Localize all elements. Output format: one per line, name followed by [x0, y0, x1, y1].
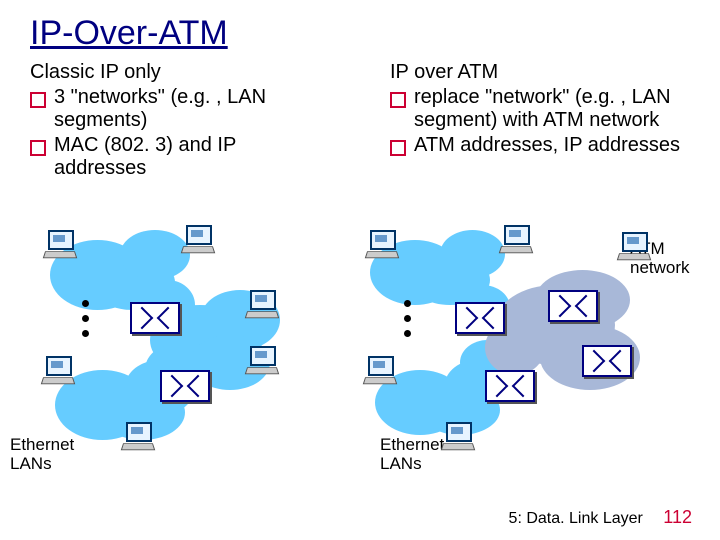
- switch-icon: [548, 290, 598, 322]
- right-heading: IP over ATM: [390, 61, 690, 84]
- pc-icon: [42, 356, 72, 384]
- pc-icon: [246, 346, 276, 374]
- switch-icon: [582, 345, 632, 377]
- bullet-icon: [30, 140, 46, 156]
- diagrams: Ethernet LANs: [30, 250, 690, 490]
- pc-icon: [182, 225, 212, 253]
- pc-icon: [366, 230, 396, 258]
- right-bullet-1: ATM addresses, IP addresses: [390, 134, 690, 157]
- ellipsis-icon: [82, 300, 89, 337]
- right-bullet-0: replace "network" (e.g. , LAN segment) w…: [390, 86, 690, 132]
- pc-icon: [122, 422, 152, 450]
- switch-icon: [455, 302, 505, 334]
- pc-icon: [442, 422, 472, 450]
- pc-icon: [500, 225, 530, 253]
- left-bullet-1: MAC (802. 3) and IP addresses: [30, 134, 330, 180]
- ellipsis-icon: [404, 300, 411, 337]
- footer-chapter: 5: Data. Link Layer: [509, 510, 643, 527]
- bullet-text: MAC (802. 3) and IP addresses: [54, 134, 330, 180]
- footer-page: 112: [663, 507, 692, 527]
- bullet-icon: [390, 140, 406, 156]
- bullet-icon: [390, 92, 406, 108]
- left-column: Classic IP only 3 "networks" (e.g. , LAN…: [30, 61, 330, 182]
- right-column: IP over ATM replace "network" (e.g. , LA…: [390, 61, 690, 182]
- left-bullet-0: 3 "networks" (e.g. , LAN segments): [30, 86, 330, 132]
- bullet-text: 3 "networks" (e.g. , LAN segments): [54, 86, 330, 132]
- switch-icon: [160, 370, 210, 402]
- pc-icon: [618, 232, 648, 260]
- footer: 5: Data. Link Layer 112: [509, 507, 692, 528]
- left-heading: Classic IP only: [30, 61, 330, 84]
- switch-icon: [130, 302, 180, 334]
- switch-icon: [485, 370, 535, 402]
- pc-icon: [44, 230, 74, 258]
- bullet-icon: [30, 92, 46, 108]
- page-title: IP-Over-ATM: [30, 14, 690, 53]
- columns: Classic IP only 3 "networks" (e.g. , LAN…: [30, 61, 690, 182]
- bullet-text: replace "network" (e.g. , LAN segment) w…: [414, 86, 690, 132]
- pc-icon: [364, 356, 394, 384]
- bullet-text: ATM addresses, IP addresses: [414, 134, 680, 157]
- pc-icon: [246, 290, 276, 318]
- ethernet-label: Ethernet LANs: [10, 436, 110, 473]
